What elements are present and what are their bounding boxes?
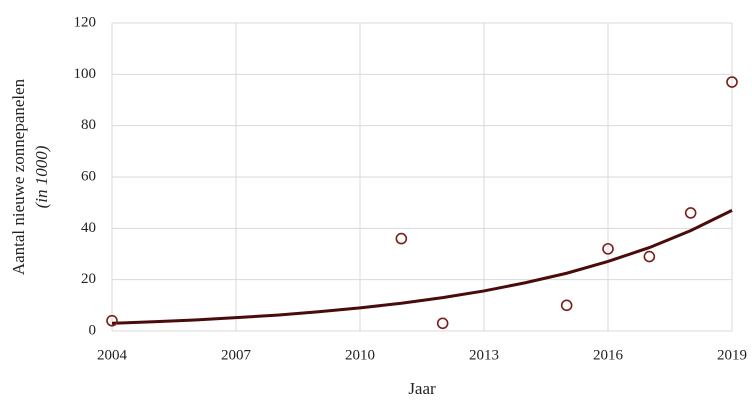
data-point bbox=[643, 250, 656, 263]
x-tick-label: 2013 bbox=[469, 347, 499, 363]
y-axis-label: Aantal nieuwe zonnepanelen bbox=[9, 78, 28, 275]
x-tick-label: 2016 bbox=[593, 347, 624, 363]
y-tick-label: 80 bbox=[81, 117, 96, 133]
data-point bbox=[684, 207, 697, 219]
y-tick-label: 0 bbox=[89, 322, 97, 338]
data-point bbox=[602, 243, 614, 255]
data-point bbox=[560, 299, 573, 312]
y-tick-label: 60 bbox=[81, 168, 96, 184]
data-point bbox=[106, 314, 118, 327]
data-point bbox=[436, 317, 449, 330]
y-tick-label: 20 bbox=[81, 271, 96, 287]
y-tick-label: 120 bbox=[74, 14, 97, 30]
x-tick-label: 2019 bbox=[717, 347, 747, 363]
data-point bbox=[395, 232, 408, 245]
x-tick-label: 2007 bbox=[221, 347, 252, 363]
data-point bbox=[726, 76, 738, 88]
y-tick-label: 100 bbox=[74, 66, 97, 82]
x-axis-label: Jaar bbox=[408, 379, 436, 398]
trend-line bbox=[111, 209, 733, 325]
x-tick-label: 2010 bbox=[345, 347, 375, 363]
y-tick-label: 40 bbox=[81, 220, 96, 236]
y-axis-unit: (in 1000) bbox=[32, 145, 51, 208]
x-tick-label: 2004 bbox=[97, 347, 128, 363]
